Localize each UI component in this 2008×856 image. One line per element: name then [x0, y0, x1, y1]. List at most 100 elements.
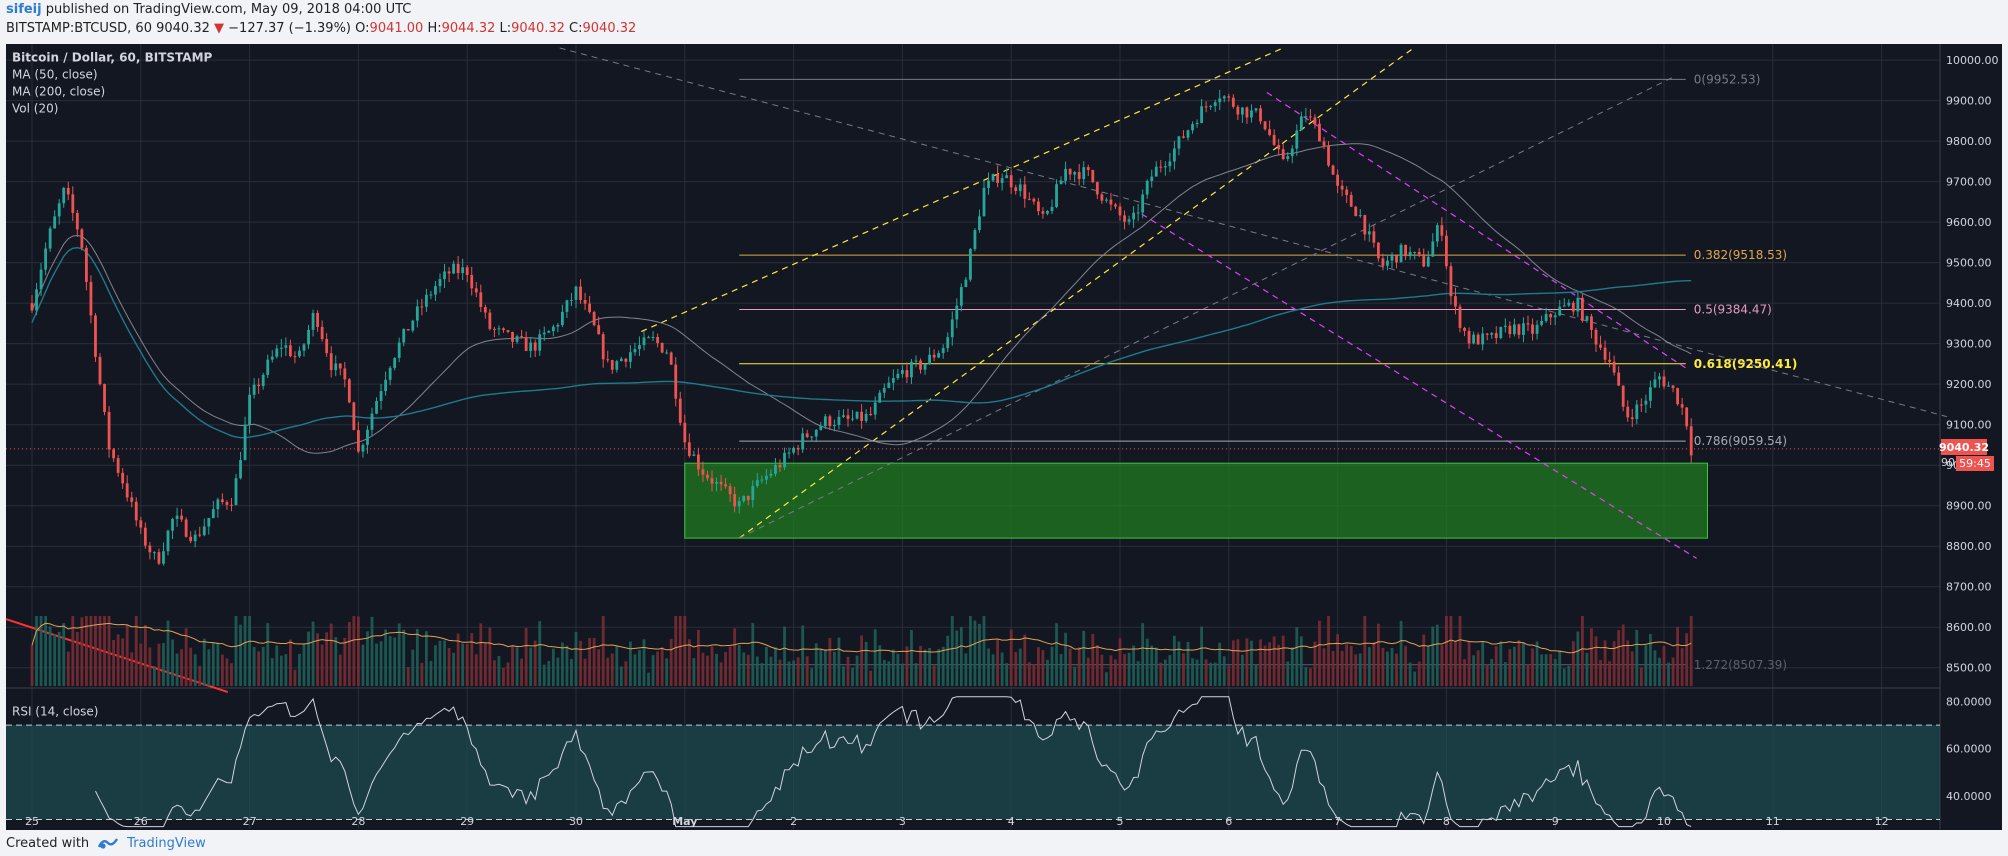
- volume-bar: [1177, 641, 1181, 686]
- chart-container[interactable]: 0(9952.53) 0.382(9518.53) 0.5(9384.47) 0.61…: [5, 44, 2002, 830]
- candle-body: [1318, 123, 1321, 142]
- candle-body: [805, 433, 809, 438]
- price-chart[interactable]: 0(9952.53) 0.382(9518.53) 0.5(9384.47) 0.61…: [5, 44, 2002, 830]
- candle-body: [1444, 235, 1448, 267]
- volume-bar: [1558, 650, 1562, 686]
- candle-body: [1658, 376, 1661, 380]
- candle-body: [1454, 296, 1457, 307]
- volume-bar: [560, 642, 564, 686]
- candle-body: [438, 279, 442, 287]
- volume-bar: [488, 627, 492, 686]
- candle-body: [1635, 404, 1639, 419]
- volume-bar: [1345, 644, 1349, 686]
- candle-body: [1526, 323, 1530, 325]
- volume-bar: [583, 658, 587, 686]
- volume-bar: [1272, 636, 1276, 686]
- moving-averages: [31, 143, 1692, 454]
- candle-body: [112, 449, 116, 459]
- volume-bar: [112, 640, 116, 686]
- candle-body: [760, 479, 764, 481]
- candle-body: [1499, 326, 1503, 339]
- volume-bar: [1535, 641, 1539, 686]
- y-tick-label: 10000.00: [1946, 54, 1999, 67]
- volume-bar: [1299, 636, 1303, 686]
- volume-bar: [887, 661, 891, 686]
- candle-body: [1227, 96, 1231, 98]
- volume-bar: [48, 626, 52, 686]
- y-tick-label: 8500.00: [1946, 662, 1992, 675]
- candle-body: [1580, 297, 1584, 321]
- candle-body: [1046, 211, 1049, 214]
- candle-body: [1050, 206, 1054, 212]
- candle-body: [755, 480, 759, 486]
- candle-body: [461, 267, 465, 274]
- volume-bar: [565, 645, 569, 686]
- candle-body: [465, 267, 469, 276]
- candle-body: [1408, 252, 1412, 257]
- candle-body: [896, 373, 900, 379]
- volume-bar: [1444, 616, 1448, 686]
- volume-bar: [152, 666, 156, 686]
- y-tick-label: 9700.00: [1946, 176, 1992, 189]
- volume-bar: [1191, 658, 1194, 686]
- volume-bar: [769, 656, 773, 686]
- volume-bar: [706, 655, 709, 686]
- author-link[interactable]: sifeij: [6, 2, 42, 17]
- volume-bar: [1141, 623, 1145, 686]
- tradingview-link[interactable]: TradingView: [127, 835, 206, 851]
- volume-bar: [996, 639, 1000, 686]
- volume-bar: [420, 662, 424, 686]
- candle-body: [724, 484, 728, 487]
- candle-body: [955, 305, 959, 320]
- candle-body: [148, 545, 152, 553]
- volume-bar: [896, 653, 900, 686]
- candle-body: [701, 469, 705, 475]
- candle-body: [257, 384, 261, 387]
- volume-bar: [230, 663, 233, 686]
- volume-bar: [57, 631, 61, 686]
- volume-bar: [193, 654, 197, 686]
- candle-body: [959, 286, 963, 306]
- volume-bar: [588, 638, 592, 686]
- candle-body: [742, 495, 746, 502]
- volume-bar: [597, 649, 601, 686]
- volume-bar: [1503, 662, 1507, 686]
- volume-bar: [66, 651, 70, 686]
- volume-bar: [1408, 662, 1412, 686]
- candle-body: [1467, 330, 1471, 344]
- candle-body: [1277, 144, 1281, 150]
- trend-lines: [5, 47, 1948, 694]
- candle-body: [828, 416, 832, 427]
- candle-body: [1490, 333, 1494, 335]
- volume-bar: [1567, 665, 1571, 686]
- rsi-tick-label: 60.0000: [1946, 743, 1992, 756]
- volume-bar: [715, 653, 718, 686]
- candle-body: [851, 418, 854, 420]
- candle-body: [180, 515, 184, 520]
- close-label: C:: [569, 21, 583, 36]
- volume-bar: [1395, 653, 1398, 686]
- volume-bar: [1494, 646, 1498, 686]
- candle-body: [1263, 121, 1267, 130]
- volume-bar: [842, 666, 845, 686]
- candle-body: [1036, 201, 1040, 212]
- rsi-band: [6, 724, 1940, 821]
- volume-bar: [288, 639, 292, 686]
- volume-bar: [1005, 663, 1009, 686]
- candle-body: [502, 328, 505, 331]
- fib-label: 0(9952.53): [1694, 72, 1761, 86]
- volume-bar: [669, 638, 673, 686]
- volume-bar: [1621, 624, 1625, 686]
- volume-bar: [728, 646, 732, 686]
- ohlc-line: BITSTAMP:BTCUSD, 60 9040.32 ▼ −127.37 (−…: [6, 21, 636, 36]
- volume-bar: [388, 636, 392, 686]
- volume-bar: [624, 661, 628, 686]
- volume-bar: [329, 623, 333, 686]
- ma200-line: [31, 246, 1692, 439]
- candle-body: [1508, 325, 1512, 335]
- volume-bar: [1009, 629, 1013, 686]
- volume-bar: [239, 624, 242, 686]
- candle-body: [338, 363, 342, 369]
- volume-bar: [343, 637, 347, 686]
- volume-bar: [406, 666, 410, 686]
